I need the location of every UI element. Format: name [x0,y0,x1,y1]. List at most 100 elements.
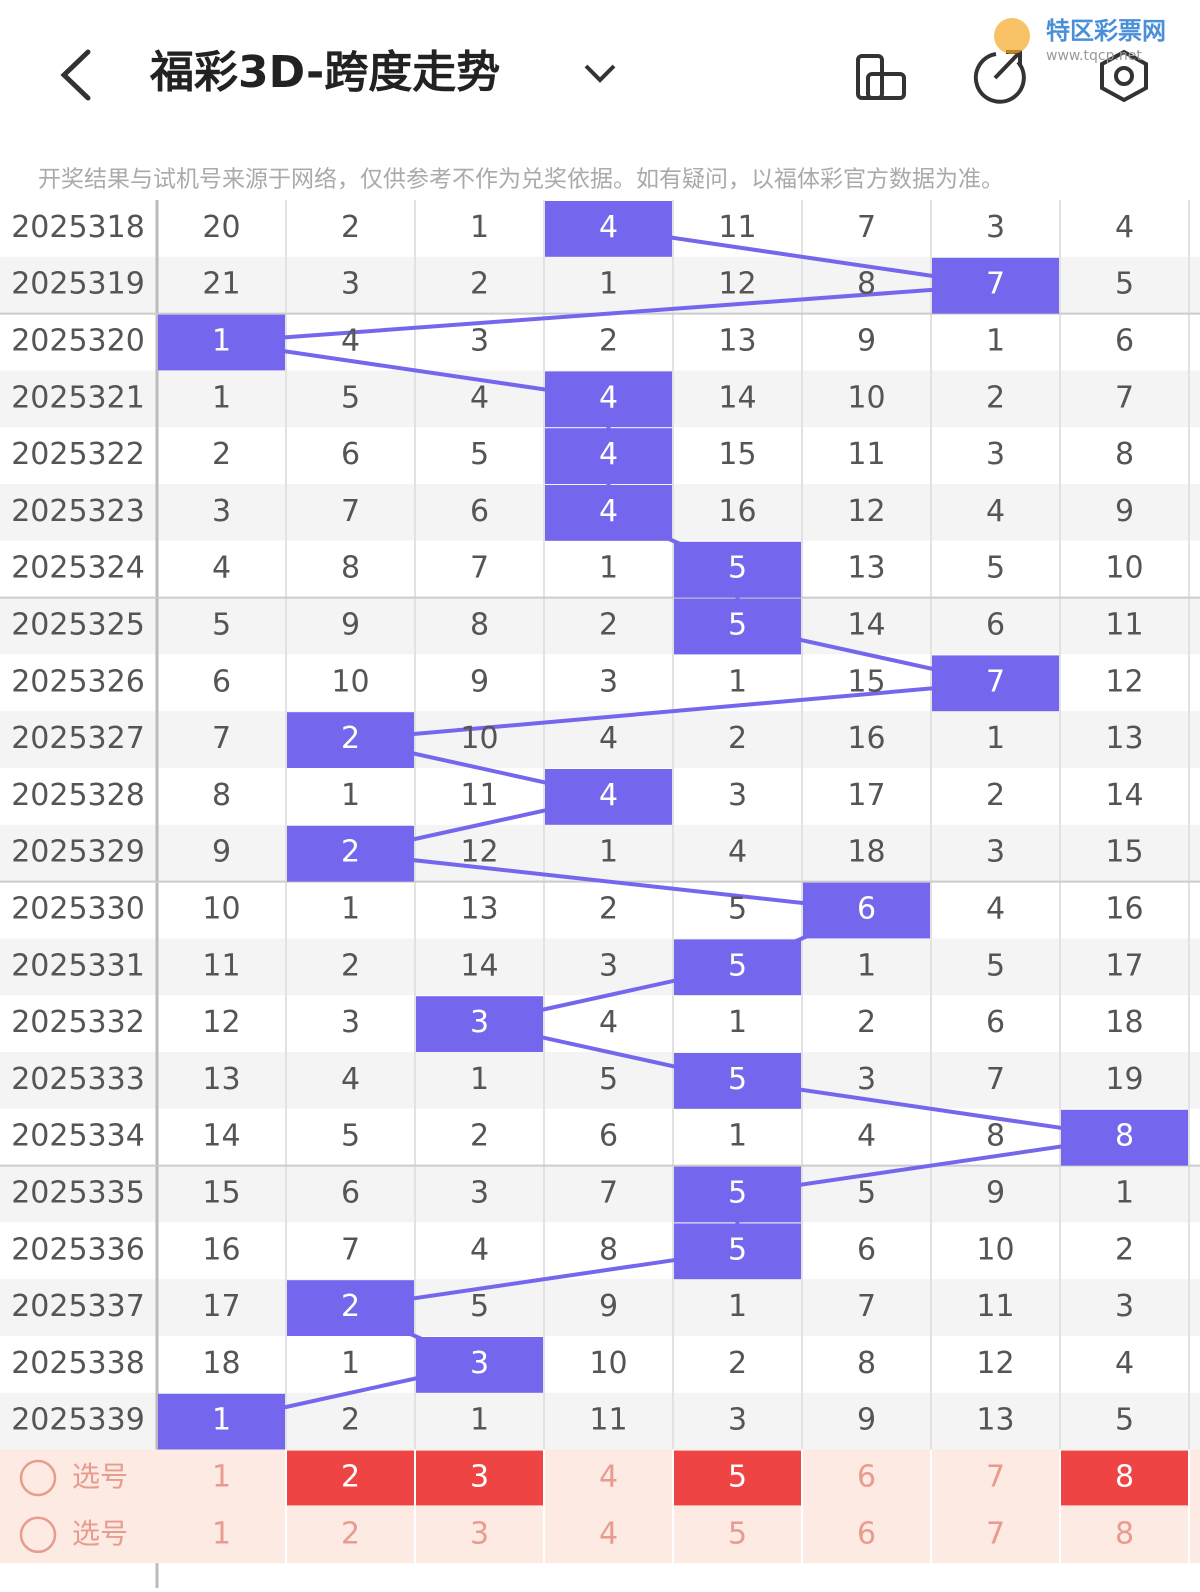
select-number[interactable]: 4 [599,1516,618,1551]
hit-cell [287,825,414,882]
omit-value: 1 [470,1403,489,1438]
select-number[interactable]: 8 [1115,1516,1134,1551]
select-number[interactable]: 3 [470,1516,489,1551]
issue-number: 2025329 [11,835,145,870]
hit-cell [287,712,414,768]
omit-value: 14 [718,380,756,415]
issue-number: 2025320 [11,324,145,359]
omit-value: 6 [1115,324,1134,359]
hit-value: 4 [599,437,618,472]
select-number[interactable]: 2 [341,1516,360,1551]
omit-value: 5 [341,1119,360,1154]
page-title[interactable]: 福彩3D-跨度走势 [149,47,500,98]
picked-cell [1061,1450,1188,1506]
select-number[interactable]: 5 [728,1460,747,1495]
dropdown-icon[interactable] [584,64,616,83]
omit-value: 12 [202,1005,240,1040]
hit-cell [545,485,672,541]
omit-value: 1 [470,210,489,245]
issue-number: 2025337 [11,1289,145,1324]
omit-value: 6 [986,1005,1005,1040]
omit-value: 5 [341,380,360,415]
select-number[interactable]: 6 [857,1460,876,1495]
picked-cell [674,1450,801,1506]
select-radio[interactable] [19,1516,57,1554]
issue-number: 2025335 [11,1176,145,1211]
select-number[interactable]: 8 [1115,1460,1134,1495]
omit-value: 5 [1115,267,1134,302]
issue-number: 2025326 [11,664,145,699]
omit-value: 3 [341,1005,360,1040]
select-number[interactable]: 4 [599,1460,618,1495]
hit-cell [932,655,1059,712]
hit-cell [416,1337,543,1393]
issue-number: 2025338 [11,1346,145,1381]
omit-value: 7 [341,1232,360,1267]
omit-value: 8 [212,778,231,813]
omit-value: 2 [341,1403,360,1438]
issue-number: 2025330 [11,892,145,927]
select-number[interactable]: 1 [212,1516,231,1551]
select-radio[interactable] [19,1459,57,1497]
omit-value: 14 [1105,778,1143,813]
omit-value: 3 [599,948,618,983]
omit-value: 1 [341,892,360,927]
rotate-icon[interactable] [856,54,906,100]
issue-number: 2025325 [11,608,145,643]
back-button[interactable] [60,49,91,101]
row-bg [0,1336,1200,1393]
omit-value: 5 [212,608,231,643]
omit-value: 4 [1115,1346,1134,1381]
row-bg [0,938,1200,996]
omit-value: 4 [599,1005,618,1040]
omit-value: 12 [1105,664,1143,699]
omit-value: 2 [599,324,618,359]
omit-value: 9 [470,664,489,699]
omit-value: 3 [986,437,1005,472]
omit-value: 11 [976,1289,1014,1324]
omit-value: 2 [341,948,360,983]
select-number[interactable]: 2 [341,1460,360,1495]
omit-value: 21 [202,267,240,302]
omit-value: 6 [212,664,231,699]
omit-value: 17 [847,778,885,813]
hit-cell [1061,1109,1188,1166]
select-number[interactable]: 3 [470,1460,489,1495]
omit-value: 13 [976,1403,1014,1438]
omit-value: 11 [1105,608,1143,643]
omit-value: 1 [728,1005,747,1040]
hit-cell [674,1223,801,1280]
issue-number: 2025328 [11,778,145,813]
select-number[interactable]: 5 [728,1516,747,1551]
settings-icon[interactable] [1100,49,1148,103]
omit-value: 14 [460,948,498,983]
omit-value: 5 [470,1289,489,1324]
hit-value: 2 [341,835,360,870]
omit-value: 3 [1115,1289,1134,1324]
omit-value: 11 [202,948,240,983]
omit-value: 3 [857,1062,876,1097]
omit-value: 6 [986,608,1005,643]
select-row-bg [0,1506,1200,1564]
omit-value: 7 [857,1289,876,1324]
issue-number: 2025323 [11,494,145,529]
omit-value: 14 [202,1119,240,1154]
row-bg [0,881,1200,939]
hit-value: 1 [212,1403,231,1438]
omit-value: 4 [1115,210,1134,245]
omit-value: 1 [728,664,747,699]
omit-value: 7 [341,494,360,529]
omit-value: 18 [847,835,885,870]
omit-value: 13 [718,324,756,359]
hit-value: 6 [857,892,876,927]
omit-value: 3 [341,267,360,302]
select-number[interactable]: 6 [857,1516,876,1551]
omit-value: 2 [857,1005,876,1040]
select-number[interactable]: 7 [986,1460,1005,1495]
hit-cell [416,996,543,1052]
select-number[interactable]: 7 [986,1516,1005,1551]
omit-value: 9 [1115,494,1134,529]
select-number[interactable]: 1 [212,1460,231,1495]
omit-value: 16 [718,494,756,529]
